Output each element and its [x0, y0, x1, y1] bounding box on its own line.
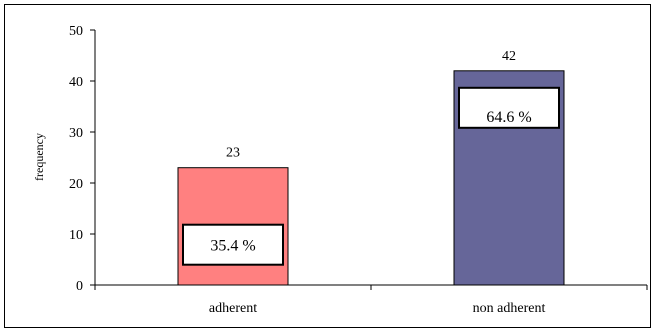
y-tick-label: 20 — [69, 177, 83, 192]
y-tick-label: 30 — [69, 126, 83, 141]
data-label: 23 — [226, 146, 240, 161]
x-tick-label: adherent — [209, 301, 257, 316]
percent-label-box — [458, 86, 560, 129]
percent-label: 64.6 % — [486, 109, 531, 126]
percent-label: 35.4 % — [210, 238, 255, 255]
labels: 23 35.4 % adherent 42 64.6 % non adherent — [182, 49, 560, 316]
y-tick-label: 0 — [76, 279, 83, 294]
y-axis-label: frequency — [32, 133, 46, 181]
y-tick-label: 40 — [69, 75, 83, 90]
data-label: 42 — [502, 49, 516, 64]
y-tick-label: 50 — [69, 24, 83, 39]
y-tick-label: 10 — [69, 228, 83, 243]
x-tick-label: non adherent — [473, 301, 546, 316]
percent-label-box — [182, 223, 284, 266]
